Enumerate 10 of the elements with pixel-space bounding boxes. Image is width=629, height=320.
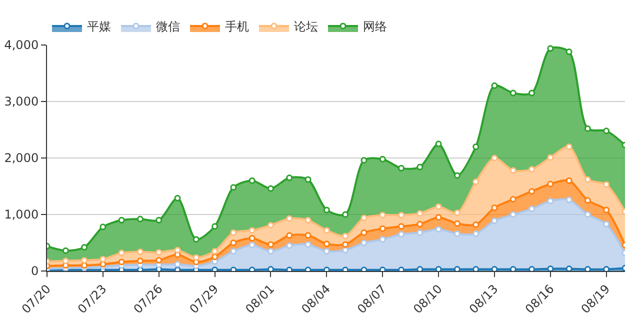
legend-label: 微信 xyxy=(156,20,180,34)
y-tick-label: 3,000 xyxy=(4,94,39,109)
legend-label: 手机 xyxy=(225,20,249,34)
legend-label: 论坛 xyxy=(294,20,318,34)
y-tick-label: 4,000 xyxy=(4,38,39,52)
y-tick-label: 1,000 xyxy=(4,208,39,222)
y-tick-label: 2,000 xyxy=(4,151,39,166)
legend-label: 平媒 xyxy=(87,20,111,34)
legend-label: 网络 xyxy=(363,20,387,34)
y-tick-label: 0 xyxy=(30,264,39,278)
